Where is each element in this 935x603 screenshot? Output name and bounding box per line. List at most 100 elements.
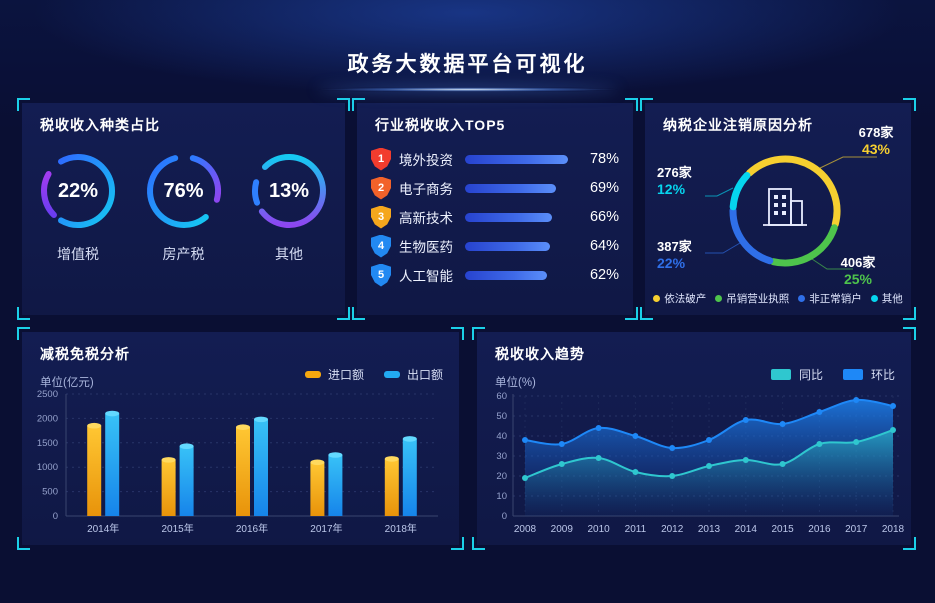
callout-count: 406家 xyxy=(840,255,876,270)
legend-item[interactable]: 吊销营业执照 xyxy=(715,291,789,306)
legend-label: 同比 xyxy=(798,368,823,382)
legend-label: 其他 xyxy=(881,293,903,305)
donut-value: 76% xyxy=(163,179,204,202)
rank-shield-icon: 1 xyxy=(371,147,391,171)
donut-ring-group: 22% 增值税 76% 房产税 13% 其他 xyxy=(22,149,345,264)
legend-dot xyxy=(870,295,878,302)
legend-dot xyxy=(715,295,723,302)
svg-text:0: 0 xyxy=(502,511,507,522)
bar-fill xyxy=(465,154,569,164)
rank-number: 4 xyxy=(377,240,385,252)
donut-property-tax: 76% 房产税 xyxy=(138,149,230,264)
bar-track xyxy=(465,154,571,164)
corner-bracket xyxy=(451,327,464,340)
svg-text:20: 20 xyxy=(496,471,507,482)
panel-industry-top5: 行业税收收入TOP5 1 境外投资 78% 2 电子商务 69% 3 高新技术 … xyxy=(352,98,638,320)
panel-tax-type-share: 税收收入种类占比 22% 增值税 76% 房产税 13% 其他 xyxy=(17,98,350,320)
dereg-donut-canvas xyxy=(705,155,877,270)
svg-text:500: 500 xyxy=(42,487,58,498)
callout-count: 387家 xyxy=(657,239,692,254)
legend-item[interactable]: 非正常销户 xyxy=(798,291,862,306)
legend-item[interactable]: 进口额 xyxy=(304,366,364,383)
legend-item[interactable]: 环比 xyxy=(842,366,895,383)
area-chart-legend: 同比 环比 xyxy=(770,366,895,383)
svg-text:0: 0 xyxy=(53,511,58,522)
industry-label: 高新技术 xyxy=(399,211,453,226)
legend-swatch xyxy=(770,369,791,380)
svg-text:2009: 2009 xyxy=(551,524,574,535)
industry-label: 人工智能 xyxy=(399,269,453,284)
callout-count: 678家 xyxy=(858,125,894,140)
industry-label: 电子商务 xyxy=(399,182,453,197)
svg-text:60: 60 xyxy=(496,391,507,402)
top5-row: 3 高新技术 66% xyxy=(371,205,619,229)
legend-label: 吊销营业执照 xyxy=(726,293,790,305)
corner-bracket xyxy=(903,327,916,340)
donut-value: 13% xyxy=(268,179,310,202)
svg-text:2017: 2017 xyxy=(845,524,868,535)
top5-row: 4 生物医药 64% xyxy=(371,234,619,258)
legend-label: 环比 xyxy=(870,368,895,382)
svg-text:2015: 2015 xyxy=(771,524,794,535)
corner-bracket xyxy=(337,98,350,111)
callout-bankruptcy: 678家 43% xyxy=(841,125,911,159)
legend-item[interactable]: 同比 xyxy=(770,366,823,383)
panel-title: 税收收入趋势 xyxy=(495,346,585,362)
legend-swatch xyxy=(304,371,321,378)
bar-track xyxy=(465,270,571,280)
svg-text:2015年: 2015年 xyxy=(161,522,193,535)
legend-label: 依法破产 xyxy=(664,293,707,305)
corner-bracket xyxy=(903,98,916,111)
panel-title: 纳税企业注销原因分析 xyxy=(663,117,813,133)
axis-unit-label: 单位(亿元) xyxy=(40,377,94,389)
svg-text:2011: 2011 xyxy=(625,524,647,535)
callout-count: 276家 xyxy=(657,165,692,180)
legend-item[interactable]: 其他 xyxy=(870,291,903,306)
top5-row: 1 境外投资 78% xyxy=(371,147,619,171)
legend-label: 出口额 xyxy=(406,368,443,382)
corner-bracket xyxy=(337,307,350,320)
legend-dot xyxy=(798,295,806,302)
legend-item[interactable]: 出口额 xyxy=(383,366,443,383)
svg-text:2016: 2016 xyxy=(808,524,831,535)
rank-number: 3 xyxy=(377,211,385,223)
svg-text:2010: 2010 xyxy=(587,524,610,535)
top5-row: 2 电子商务 69% xyxy=(371,176,619,200)
donut-ring-canvas xyxy=(41,154,116,228)
corner-bracket xyxy=(625,307,638,320)
svg-text:2000: 2000 xyxy=(37,413,58,424)
bar-fill xyxy=(465,183,557,193)
svg-text:2014: 2014 xyxy=(735,524,758,535)
axis-unit-label: 单位(%) xyxy=(495,377,536,389)
corner-bracket xyxy=(472,537,485,550)
corner-bracket xyxy=(640,98,653,111)
callout-pct: 43% xyxy=(861,141,891,158)
svg-text:2014年: 2014年 xyxy=(87,522,119,535)
panel-tax-reduction: 减税免税分析 进口额 出口额 单位(亿元) 0 500 1000 1500 2000 25… xyxy=(17,327,464,550)
callout-pct: 25% xyxy=(843,271,873,288)
bar-track xyxy=(465,212,571,222)
corner-bracket xyxy=(625,98,638,111)
page-title: 政务大数据平台可视化 xyxy=(347,53,588,76)
dereg-legend: 依法破产 吊销营业执照 非正常销户 其他 xyxy=(645,291,911,306)
bar-chart-legend: 进口额 出口额 xyxy=(304,366,443,383)
svg-text:2008: 2008 xyxy=(514,524,537,535)
corner-bracket xyxy=(352,307,365,320)
legend-swatch xyxy=(842,369,863,380)
legend-label: 非正常销户 xyxy=(809,293,862,305)
panel-title: 减税免税分析 xyxy=(40,346,130,362)
donut-label: 增值税 xyxy=(57,246,99,262)
header-glow-line xyxy=(317,87,618,92)
donut-value: 22% xyxy=(57,179,99,202)
corner-bracket xyxy=(451,537,464,550)
svg-text:50: 50 xyxy=(496,411,507,422)
panel-tax-trend: 税收收入趋势 同比 环比 单位(%) 0 10 20 30 40 50 60 2008 2009… xyxy=(472,327,916,550)
legend-item[interactable]: 依法破产 xyxy=(653,291,706,306)
rank-number: 2 xyxy=(377,182,385,194)
callout-pct: 12% xyxy=(657,181,686,198)
callout-pct: 22% xyxy=(657,255,686,272)
corner-bracket xyxy=(472,327,485,340)
corner-bracket xyxy=(903,307,916,320)
bar-fill xyxy=(465,270,548,280)
